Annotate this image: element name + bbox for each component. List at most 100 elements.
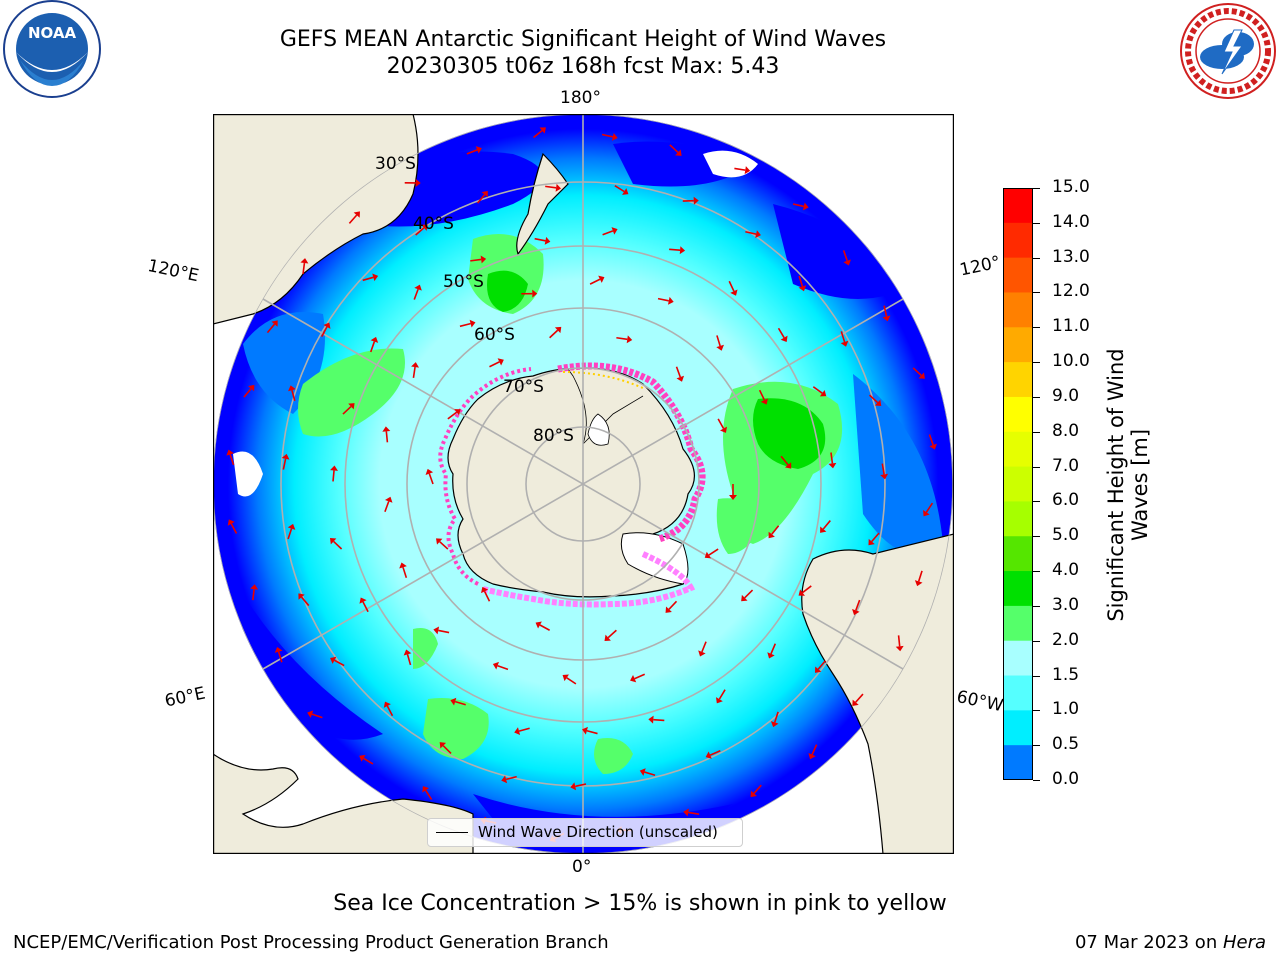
- wave-direction-arrow: [698, 641, 707, 657]
- wave-direction-arrow: [798, 585, 812, 596]
- wave-direction-arrow: [476, 190, 488, 204]
- wave-direction-arrow: [630, 673, 646, 683]
- map-legend: Wind Wave Direction (unscaled): [427, 818, 743, 847]
- noaa-logo: NOAA: [0, 0, 104, 100]
- nws-logo: [1178, 2, 1278, 100]
- wave-direction-arrow: [639, 768, 656, 776]
- colorbar-segment: [1003, 396, 1033, 433]
- wave-direction-arrow: [741, 589, 754, 602]
- wave-direction-arrow: [266, 320, 278, 334]
- wave-direction-arrow: [534, 236, 551, 245]
- wave-direction-arrow: [342, 403, 355, 415]
- lon-label-0: 0°: [572, 857, 592, 877]
- wave-direction-arrow: [415, 224, 428, 236]
- colorbar-tick-label: 3.0: [1052, 594, 1080, 615]
- colorbar-tick-mark: [1033, 257, 1040, 259]
- wave-direction-arrow: [704, 548, 719, 559]
- wave-direction-arrow: [274, 646, 283, 663]
- footer-date: 07 Mar 2023 on Hera: [1075, 932, 1266, 953]
- wave-direction-arrow: [382, 426, 391, 443]
- wave-direction-arrow: [470, 255, 487, 264]
- colorbar-tick-mark: [1033, 605, 1040, 607]
- lat-label-80s: 80°S: [533, 426, 574, 446]
- wave-direction-arrow: [466, 146, 482, 155]
- wave-direction-arrow: [880, 463, 889, 480]
- footer-machine: Hera: [1222, 932, 1266, 953]
- colorbar-tick-mark: [1033, 571, 1040, 573]
- colorbar-tick-label: 9.0: [1052, 385, 1080, 406]
- wave-direction-arrow: [715, 689, 726, 704]
- wave-direction-arrow: [852, 599, 861, 616]
- wave-direction-arrow: [815, 660, 827, 673]
- wave-direction-arrow: [792, 202, 809, 211]
- colorbar-tick-label: 13.0: [1052, 246, 1090, 267]
- wave-direction-arrow: [300, 258, 309, 275]
- wave-direction-arrow: [842, 250, 851, 266]
- lat-label-50s: 50°S: [443, 272, 484, 292]
- footer-date-text: 07 Mar 2023 on: [1074, 932, 1223, 953]
- wave-direction-arrow: [384, 496, 393, 513]
- wave-direction-arrow: [820, 520, 831, 533]
- wave-direction-arrow: [287, 523, 296, 540]
- colorbar-tick-mark: [1033, 536, 1040, 538]
- colorbar-tick-label: 14.0: [1052, 211, 1090, 232]
- colorbar: [1003, 188, 1033, 780]
- colorbar-tick-label: 0.5: [1052, 734, 1080, 755]
- colorbar-tick-label: 7.0: [1052, 455, 1080, 476]
- wave-direction-arrow: [745, 230, 761, 239]
- wave-direction-arrow: [602, 227, 618, 236]
- wave-direction-arrow: [329, 537, 343, 550]
- wave-direction-arrow: [226, 449, 235, 466]
- colorbar-segment: [1003, 188, 1033, 224]
- colorbar-tick-mark: [1033, 780, 1040, 781]
- wave-direction-arrow: [492, 661, 509, 671]
- wave-direction-arrow: [227, 519, 238, 534]
- wave-direction-arrow: [383, 701, 394, 717]
- colorbar-segment: [1003, 222, 1033, 259]
- colorbar-segment: [1003, 501, 1033, 537]
- wave-direction-arrow: [682, 196, 699, 205]
- colorbar-segment: [1003, 571, 1033, 607]
- wave-direction-arrow: [728, 280, 738, 296]
- wave-direction-arrow: [665, 600, 678, 613]
- colorbar-tick-label: 15.0: [1052, 177, 1090, 197]
- colorbar-tick-label: 5.0: [1052, 525, 1080, 546]
- wave-direction-arrow: [750, 784, 762, 798]
- wave-direction-arrow: [717, 418, 727, 433]
- wave-direction-arrow: [614, 185, 629, 195]
- wave-direction-arrow: [422, 786, 433, 801]
- lat-label-70s: 70°S: [503, 377, 544, 397]
- colorbar-frame: [1003, 188, 1033, 780]
- wave-direction-arrow: [895, 635, 904, 652]
- title-line-2: 20230305 t06z 168h fcst Max: 5.43: [386, 54, 780, 79]
- wave-direction-arrow: [601, 132, 618, 141]
- polar-map: 30°S 40°S 50°S 60°S 70°S 80°S: [213, 114, 954, 854]
- colorbar-tick-label: 1.5: [1052, 664, 1080, 685]
- graticule: [213, 114, 953, 854]
- wave-direction-arrow: [767, 643, 777, 659]
- wave-direction-arrow: [582, 726, 598, 735]
- wave-direction-arrow: [481, 586, 491, 602]
- colorbar-tick-label: 8.0: [1052, 420, 1080, 441]
- lat-label-60s: 60°S: [474, 325, 515, 345]
- wave-direction-arrow: [669, 246, 686, 255]
- colorbar-ticks: 15.0 14.0 13.0 12.0 11.0 10.0 9.0 8.0 7.0 6.0 5.0 4…: [1033, 177, 1103, 789]
- colorbar-tick-label: 11.0: [1052, 316, 1090, 337]
- colorbar-tick-mark: [1033, 710, 1040, 712]
- lon-label-180: 180°: [560, 88, 601, 108]
- wave-direction-arrow: [923, 502, 934, 517]
- legend-label: Wind Wave Direction (unscaled): [478, 823, 718, 841]
- wave-direction-arrow: [882, 305, 891, 322]
- colorbar-tick-label: 0.0: [1052, 769, 1080, 789]
- wave-direction-arrow: [411, 362, 420, 379]
- wave-direction-arrow: [808, 744, 818, 760]
- colorbar-tick-mark: [1033, 327, 1040, 329]
- colorbar-segment: [1003, 466, 1033, 502]
- wave-direction-arrow: [450, 697, 466, 706]
- wave-direction-arrow: [281, 453, 290, 470]
- lat-label-30s: 30°S: [375, 154, 416, 174]
- wave-direction-arrow: [675, 366, 685, 382]
- wave-direction-arrow: [362, 273, 379, 282]
- wave-direction-arrow: [758, 389, 769, 405]
- colorbar-segment: [1003, 327, 1033, 363]
